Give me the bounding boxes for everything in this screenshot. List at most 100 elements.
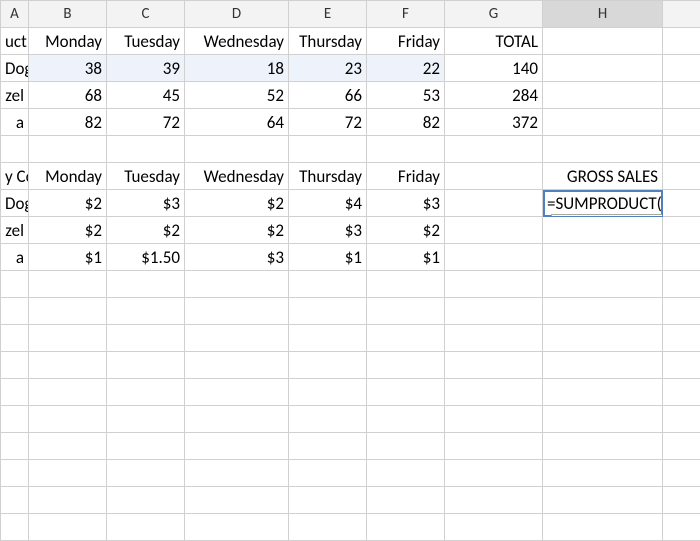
cell-C10[interactable]	[107, 271, 185, 298]
cell-D14[interactable]	[185, 379, 289, 406]
cell-A17[interactable]	[1, 460, 29, 487]
cell-E4[interactable]: 72	[289, 109, 367, 136]
cell-B5[interactable]	[29, 136, 107, 163]
column-header-A[interactable]: A	[1, 1, 29, 28]
cell-H8[interactable]	[543, 217, 663, 244]
cell-G9[interactable]	[445, 244, 543, 271]
cell-B18[interactable]	[29, 487, 107, 514]
column-header-I[interactable]: I	[663, 1, 700, 28]
cell-D1[interactable]: Wednesday	[185, 28, 289, 55]
cell-H3[interactable]	[543, 82, 663, 109]
cell-G15[interactable]	[445, 406, 543, 433]
cell-I16[interactable]	[663, 433, 700, 460]
cell-E2[interactable]: 23	[289, 55, 367, 82]
cell-F4[interactable]: 82	[367, 109, 445, 136]
cell-E14[interactable]	[289, 379, 367, 406]
cell-G6[interactable]	[445, 163, 543, 190]
cell-C4[interactable]: 72	[107, 109, 185, 136]
cell-C7[interactable]: $3	[107, 190, 185, 217]
cell-E15[interactable]	[289, 406, 367, 433]
column-header-F[interactable]: F	[367, 1, 445, 28]
column-header-G[interactable]: G	[445, 1, 543, 28]
cell-E8[interactable]: $3	[289, 217, 367, 244]
cell-H12[interactable]	[543, 325, 663, 352]
cell-B9[interactable]: $1	[29, 244, 107, 271]
cell-H1[interactable]	[543, 28, 663, 55]
cell-C2[interactable]: 39	[107, 55, 185, 82]
cell-E11[interactable]	[289, 298, 367, 325]
cell-F6[interactable]: Friday	[367, 163, 445, 190]
cell-H4[interactable]	[543, 109, 663, 136]
cell-C15[interactable]	[107, 406, 185, 433]
cell-D19[interactable]	[185, 514, 289, 541]
column-header-E[interactable]: E	[289, 1, 367, 28]
cell-H15[interactable]	[543, 406, 663, 433]
cell-F14[interactable]	[367, 379, 445, 406]
cell-E1[interactable]: Thursday	[289, 28, 367, 55]
cell-I4[interactable]	[663, 109, 700, 136]
cell-B10[interactable]	[29, 271, 107, 298]
cell-A14[interactable]	[1, 379, 29, 406]
cell-F15[interactable]	[367, 406, 445, 433]
cell-B19[interactable]	[29, 514, 107, 541]
cell-C18[interactable]	[107, 487, 185, 514]
cell-D15[interactable]	[185, 406, 289, 433]
cell-I1[interactable]	[663, 28, 700, 55]
cell-C5[interactable]	[107, 136, 185, 163]
cell-D17[interactable]	[185, 460, 289, 487]
cell-A3[interactable]: zel	[1, 82, 29, 109]
cell-H6[interactable]: GROSS SALES	[543, 163, 663, 190]
cell-B3[interactable]: 68	[29, 82, 107, 109]
cell-G14[interactable]	[445, 379, 543, 406]
cell-D16[interactable]	[185, 433, 289, 460]
cell-G17[interactable]	[445, 460, 543, 487]
cell-C11[interactable]	[107, 298, 185, 325]
cell-C17[interactable]	[107, 460, 185, 487]
cell-G8[interactable]	[445, 217, 543, 244]
cell-B12[interactable]	[29, 325, 107, 352]
cell-G16[interactable]	[445, 433, 543, 460]
cell-H19[interactable]	[543, 514, 663, 541]
cell-D12[interactable]	[185, 325, 289, 352]
cell-F8[interactable]: $2	[367, 217, 445, 244]
cell-E6[interactable]: Thursday	[289, 163, 367, 190]
column-header-C[interactable]: C	[107, 1, 185, 28]
cell-C12[interactable]	[107, 325, 185, 352]
cell-I10[interactable]	[663, 271, 700, 298]
cell-G1[interactable]: TOTAL	[445, 28, 543, 55]
cell-F13[interactable]	[367, 352, 445, 379]
cell-H16[interactable]	[543, 433, 663, 460]
cell-B14[interactable]	[29, 379, 107, 406]
cell-I13[interactable]	[663, 352, 700, 379]
cell-B16[interactable]	[29, 433, 107, 460]
cell-C1[interactable]: Tuesday	[107, 28, 185, 55]
cell-A4[interactable]: a	[1, 109, 29, 136]
cell-D18[interactable]	[185, 487, 289, 514]
formula-text[interactable]: =SUMPRODUCT(B2	[547, 193, 663, 214]
cell-D11[interactable]	[185, 298, 289, 325]
cell-E7[interactable]: $4	[289, 190, 367, 217]
cell-F3[interactable]: 53	[367, 82, 445, 109]
cell-A15[interactable]	[1, 406, 29, 433]
cell-E5[interactable]	[289, 136, 367, 163]
cell-A16[interactable]	[1, 433, 29, 460]
cell-I18[interactable]	[663, 487, 700, 514]
cell-G3[interactable]: 284	[445, 82, 543, 109]
cell-G19[interactable]	[445, 514, 543, 541]
cell-I17[interactable]	[663, 460, 700, 487]
cell-F19[interactable]	[367, 514, 445, 541]
cell-G2[interactable]: 140	[445, 55, 543, 82]
cell-A5[interactable]	[1, 136, 29, 163]
cell-G5[interactable]	[445, 136, 543, 163]
cell-I15[interactable]	[663, 406, 700, 433]
cell-C16[interactable]	[107, 433, 185, 460]
cell-E19[interactable]	[289, 514, 367, 541]
cell-A11[interactable]	[1, 298, 29, 325]
cell-G12[interactable]	[445, 325, 543, 352]
cell-A19[interactable]	[1, 514, 29, 541]
cell-A7[interactable]: Dog	[1, 190, 29, 217]
cell-G7[interactable]	[445, 190, 543, 217]
cell-E12[interactable]	[289, 325, 367, 352]
cell-I2[interactable]	[663, 55, 700, 82]
cell-C19[interactable]	[107, 514, 185, 541]
